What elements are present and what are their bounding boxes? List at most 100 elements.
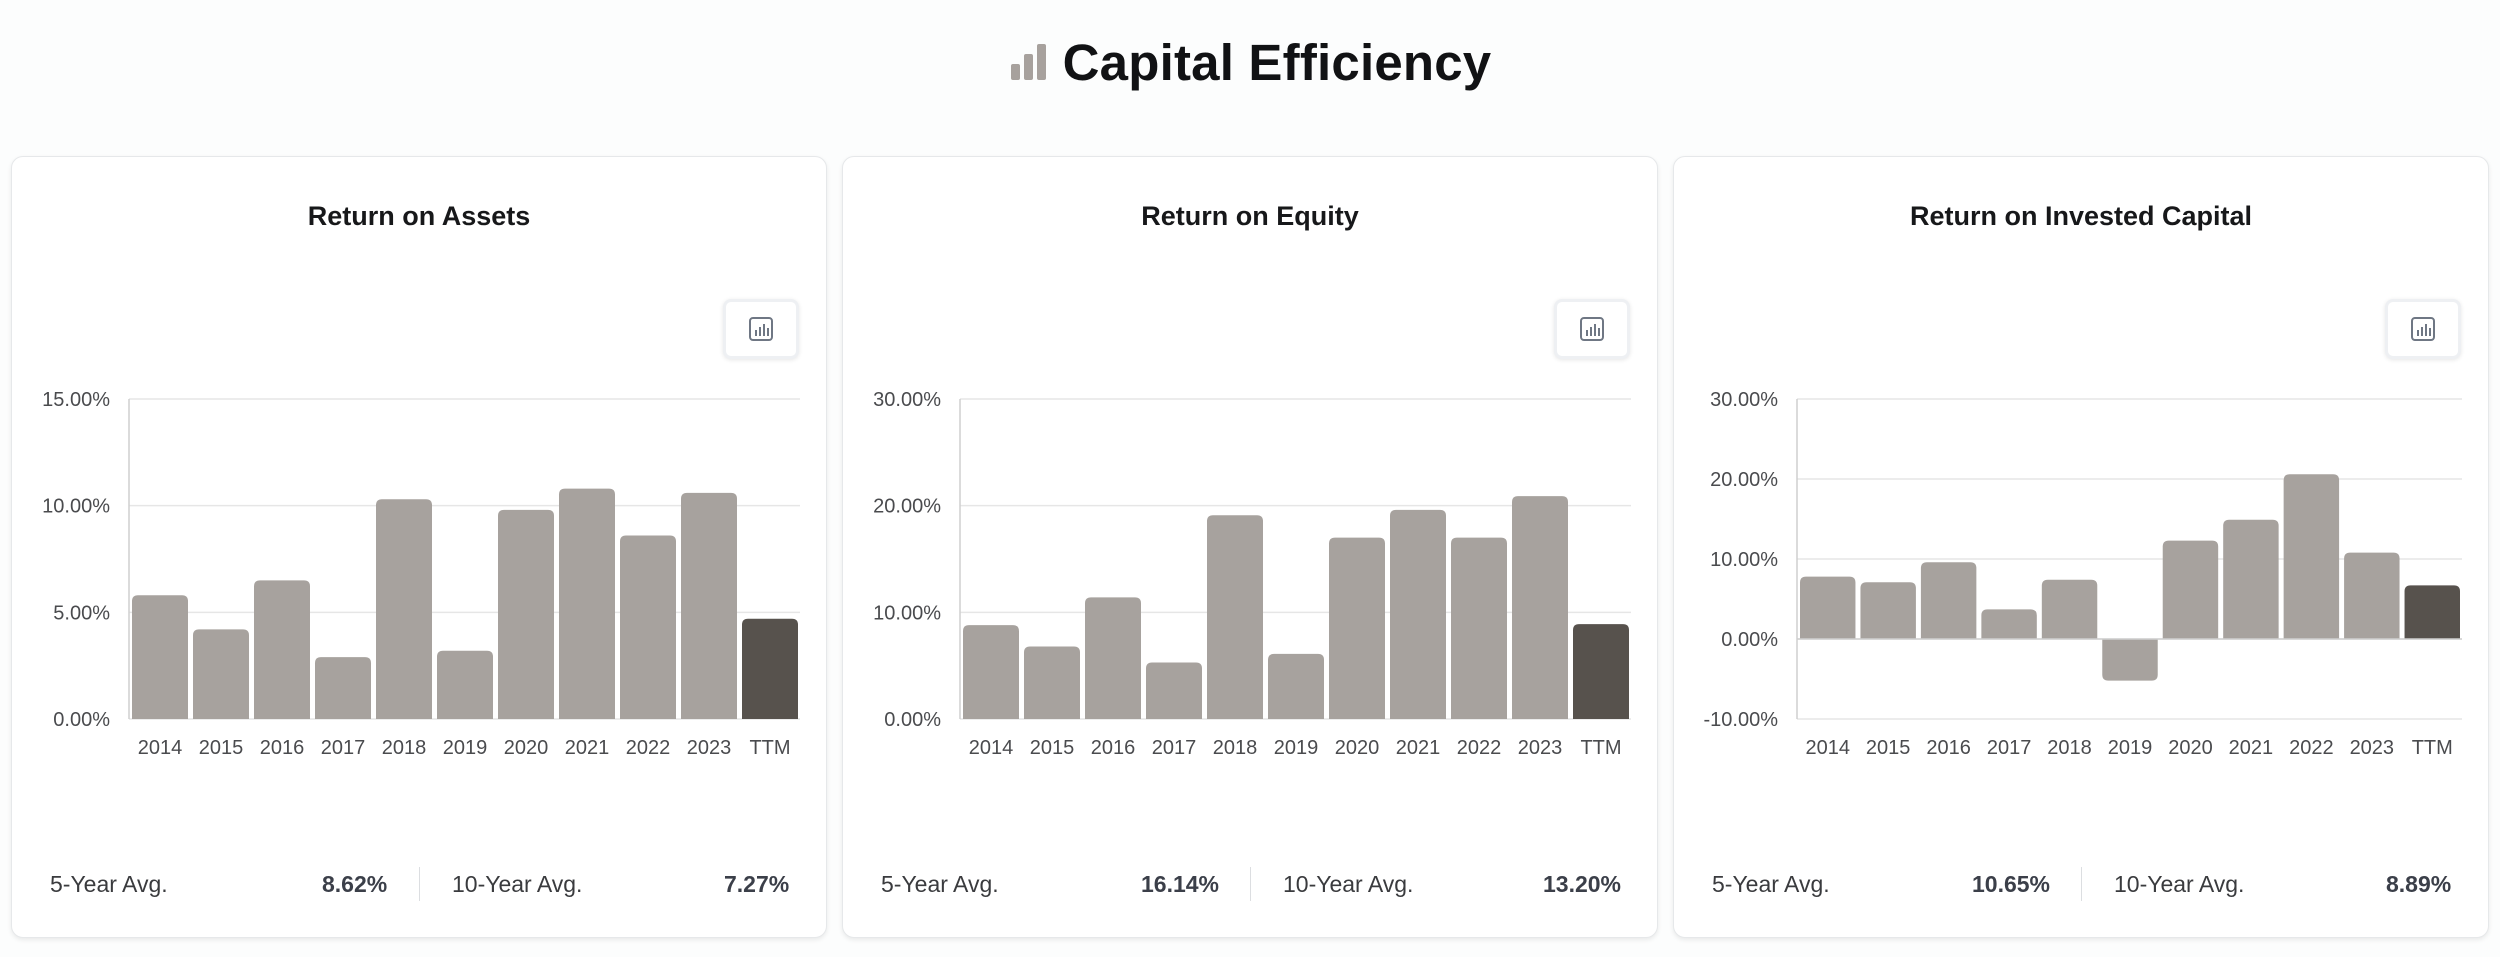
chart-title: Return on Invested Capital (1909, 201, 2253, 231)
bar-2016[interactable] (254, 580, 310, 719)
y-tick-label: 0.00% (1721, 629, 1778, 651)
bar-2014[interactable] (1800, 576, 1856, 639)
bar-2022[interactable] (620, 535, 676, 719)
bar-2014[interactable] (963, 625, 1019, 719)
x-tick-label: 2020 (504, 737, 549, 759)
x-tick-label: 2019 (1274, 737, 1319, 759)
bar-2016[interactable] (1920, 562, 1977, 639)
bar-2020[interactable] (498, 509, 554, 719)
return-on-equity-card: Return on Equity 0.00% 10.00% 20.00% 30.00%… (842, 156, 1658, 938)
x-tick-label: 2021 (565, 737, 610, 759)
x-tick-label: TTM (749, 737, 790, 759)
y-tick-label: 15.00% (42, 389, 110, 411)
bar-2020[interactable] (2162, 540, 2219, 639)
page-header: Capital Efficiency (0, 30, 2500, 94)
five-year-avg-value: 10.65% (1972, 871, 2051, 897)
bar-chart: 0.00% 10.00% 20.00% 30.00% 2014 2015 2016 2017 2… (873, 389, 1631, 759)
ten-year-avg-value: 7.27% (724, 871, 790, 897)
x-tick-label: 2019 (443, 737, 488, 759)
bar-2023[interactable] (681, 492, 737, 719)
bar-2021[interactable] (1390, 509, 1446, 719)
avg-divider (1250, 867, 1251, 901)
bar-2017[interactable] (1146, 662, 1202, 719)
bar-2020[interactable] (1329, 537, 1385, 719)
x-tick-label: 2016 (1091, 737, 1136, 759)
x-tick-label: 2023 (2350, 737, 2395, 759)
avg-divider (419, 867, 420, 901)
return-on-assets-card: Return on Assets 0.00% 5.00% 10.00% 15.00% 2… (11, 156, 827, 938)
x-tick-label: 2018 (1213, 737, 1258, 759)
ten-year-avg-label: 10-Year Avg. (2114, 871, 2245, 897)
x-tick-label: 2019 (2108, 737, 2153, 759)
bar-2019[interactable] (1268, 653, 1324, 719)
y-tick-label: 0.00% (53, 709, 110, 731)
bar-2021[interactable] (2223, 519, 2279, 639)
y-tick-label: 10.00% (873, 602, 941, 624)
x-tick-label: 2022 (626, 737, 671, 759)
chart-view-toggle-button[interactable] (1554, 299, 1630, 359)
bar-chart: 0.00% 5.00% 10.00% 15.00% 2014 2015 2016 2017 20… (42, 389, 800, 759)
x-tick-label: 2017 (1152, 737, 1197, 759)
ten-year-avg-label: 10-Year Avg. (1283, 871, 1414, 897)
bar-chart: -10.00% 0.00% 10.00% 20.00% 30.00% 2014 2015 20… (1704, 389, 2462, 759)
y-tick-label: 20.00% (873, 496, 941, 518)
bar-2023[interactable] (1512, 496, 1568, 719)
bar-2021[interactable] (559, 488, 615, 719)
x-tick-label: 2014 (969, 737, 1014, 759)
chart-view-toggle-button[interactable] (2385, 299, 2461, 359)
bar-2015[interactable] (1860, 582, 1916, 639)
x-tick-label: 2015 (1030, 737, 1075, 759)
bar-chart-icon (1010, 44, 1046, 80)
bar-ttm[interactable] (1573, 624, 1629, 719)
bar-ttm[interactable] (742, 618, 798, 719)
five-year-avg-label: 5-Year Avg. (50, 871, 168, 897)
x-tick-label: 2022 (1457, 737, 1502, 759)
bar-2017[interactable] (1981, 609, 2037, 639)
return-on-invested-capital-card: Return on Invested Capital -10.00% 0.00% 1… (1673, 156, 2489, 938)
x-tick-label: 2018 (382, 737, 427, 759)
bar-chart-icon (2411, 317, 2435, 341)
five-year-avg-label: 5-Year Avg. (1712, 871, 1830, 897)
bar-2016[interactable] (1085, 597, 1141, 719)
bar-2019[interactable] (437, 650, 493, 719)
chart-view-toggle-button[interactable] (723, 299, 799, 359)
y-tick-label: 5.00% (53, 602, 110, 624)
x-tick-label: 2020 (2168, 737, 2213, 759)
averages-row: 5-Year Avg. 10.65% 10-Year Avg. 8.89% (1674, 867, 2488, 903)
x-tick-label: 2022 (2289, 737, 2334, 759)
x-tick-label: 2023 (687, 737, 732, 759)
bar-2019[interactable] (2102, 639, 2158, 681)
x-tick-label: 2023 (1518, 737, 1563, 759)
y-tick-label: 10.00% (42, 496, 110, 518)
y-tick-label: 0.00% (884, 709, 941, 731)
y-tick-label: -10.00% (1704, 709, 1779, 731)
bar-2015[interactable] (1024, 646, 1080, 719)
x-tick-label: 2018 (2047, 737, 2092, 759)
averages-row: 5-Year Avg. 16.14% 10-Year Avg. 13.20% (843, 867, 1657, 903)
bar-2018[interactable] (1207, 515, 1263, 719)
x-tick-label: 2017 (1987, 737, 2032, 759)
x-tick-label: 2015 (1866, 737, 1911, 759)
x-tick-label: 2021 (2229, 737, 2274, 759)
bar-2018[interactable] (376, 499, 432, 719)
bar-2017[interactable] (315, 657, 371, 719)
five-year-avg-label: 5-Year Avg. (881, 871, 999, 897)
bar-ttm[interactable] (2404, 585, 2460, 639)
x-tick-label: 2017 (321, 737, 366, 759)
bar-2014[interactable] (132, 595, 188, 719)
ten-year-avg-value: 8.89% (2386, 871, 2452, 897)
x-tick-label: 2014 (1805, 737, 1850, 759)
bar-2015[interactable] (193, 629, 249, 719)
averages-row: 5-Year Avg. 8.62% 10-Year Avg. 7.27% (12, 867, 826, 903)
bar-2018[interactable] (2041, 579, 2098, 639)
x-tick-label: TTM (2412, 737, 2453, 759)
y-tick-label: 30.00% (873, 389, 941, 411)
bar-2022[interactable] (1451, 537, 1507, 719)
ten-year-avg-value: 13.20% (1543, 871, 1622, 897)
bar-2023[interactable] (2344, 552, 2400, 639)
y-tick-label: 30.00% (1710, 389, 1778, 411)
five-year-avg-value: 16.14% (1141, 871, 1220, 897)
bar-2022[interactable] (2283, 474, 2340, 639)
chart-title: Return on Assets (307, 201, 531, 231)
y-tick-label: 20.00% (1710, 469, 1778, 491)
